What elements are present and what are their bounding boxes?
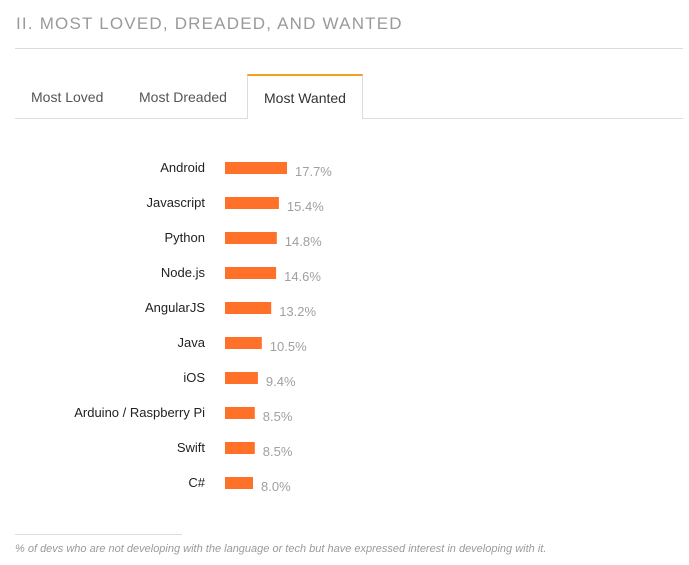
value-label: 13.2%: [279, 304, 316, 319]
tab-bar: Most Loved Most Dreaded Most Wanted: [15, 74, 683, 119]
value-label: 17.7%: [295, 164, 332, 179]
bar: [225, 267, 277, 279]
value-label: 10.5%: [270, 339, 307, 354]
bar: [225, 302, 272, 314]
bar: [225, 337, 262, 349]
title-divider: [15, 48, 683, 49]
bar: [225, 442, 255, 454]
footnote: % of devs who are not developing with th…: [15, 543, 547, 555]
section-title: II. MOST LOVED, DREADED, AND WANTED: [16, 14, 403, 33]
category-label: iOS: [183, 370, 205, 385]
value-label: 8.5%: [263, 409, 293, 424]
category-label: Java: [178, 335, 206, 350]
value-label: 9.4%: [266, 374, 296, 389]
category-label: Android: [160, 160, 205, 175]
category-label: Node.js: [161, 265, 206, 280]
tab-most-loved[interactable]: Most Loved: [31, 89, 104, 105]
bar: [225, 162, 287, 174]
category-label: C#: [188, 475, 205, 490]
category-label: AngularJS: [145, 300, 205, 315]
bar: [225, 232, 277, 244]
category-label: Python: [165, 230, 205, 245]
bar: [225, 372, 258, 384]
tab-most-wanted[interactable]: Most Wanted: [247, 74, 363, 119]
value-label: 8.5%: [263, 444, 293, 459]
value-label: 14.8%: [285, 234, 322, 249]
category-label: Javascript: [146, 195, 205, 210]
footnote-divider: [15, 534, 182, 535]
tab-most-dreaded[interactable]: Most Dreaded: [139, 89, 227, 105]
value-label: 14.6%: [284, 269, 321, 284]
bar: [225, 197, 279, 209]
bar: [225, 407, 255, 419]
value-label: 15.4%: [287, 199, 324, 214]
category-label: Arduino / Raspberry Pi: [74, 405, 205, 420]
value-label: 8.0%: [261, 479, 291, 494]
category-label: Swift: [177, 440, 206, 455]
bar: [225, 477, 253, 489]
